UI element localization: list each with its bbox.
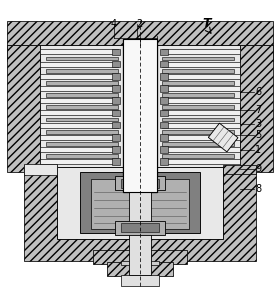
Bar [162,50,240,54]
Bar [57,167,223,239]
Bar [24,165,57,174]
Bar [46,154,118,158]
Bar [40,61,118,67]
Bar [112,97,120,104]
Bar [40,110,118,115]
Bar [40,135,118,140]
Bar [123,39,157,192]
Bar [160,61,168,68]
Bar [121,261,159,265]
Bar [162,61,240,67]
Bar [223,165,256,174]
Bar [160,73,168,80]
Bar [162,93,234,97]
Bar [160,85,168,92]
Bar [160,122,168,128]
Bar [40,159,118,164]
Bar [162,74,240,79]
Bar [162,110,240,115]
Bar [112,122,120,128]
Bar [160,134,168,141]
Bar [121,275,159,286]
Bar [40,86,118,91]
Bar [46,57,118,61]
Bar [160,49,168,55]
Bar [121,178,159,188]
Bar [80,172,200,233]
Bar [112,85,120,92]
Bar [121,223,159,232]
Bar [162,98,240,103]
Bar [7,45,40,172]
Text: 4: 4 [111,19,117,29]
Bar [40,74,118,79]
Polygon shape [208,123,238,152]
Text: 8: 8 [255,184,261,194]
Bar [240,45,273,61]
Text: 9: 9 [255,164,261,174]
Bar [123,39,157,192]
Bar [123,39,157,192]
Bar [112,134,120,141]
Bar [162,147,240,152]
Bar [40,50,118,54]
Bar [160,110,168,116]
Bar [129,192,151,275]
Bar [162,142,234,146]
Bar [46,142,118,146]
Bar [162,135,240,140]
Bar [7,45,40,61]
Bar [46,93,118,97]
Bar [46,130,118,134]
Bar [115,221,165,235]
Bar [162,118,234,122]
Bar [160,146,168,153]
Bar [46,105,118,109]
Bar [112,110,120,116]
Bar [40,147,118,152]
Bar [240,45,273,172]
Bar [107,262,173,276]
Bar [40,123,118,128]
Bar [112,61,120,68]
Bar [160,97,168,104]
Text: 5: 5 [255,130,261,140]
Bar [46,81,118,85]
Bar [40,98,118,103]
Bar [162,81,234,85]
Bar [40,45,240,174]
Bar [162,130,234,134]
Bar [46,118,118,122]
Bar [162,86,240,91]
Bar [160,158,168,165]
Bar [162,154,234,158]
Text: 6: 6 [255,87,261,97]
Bar [7,21,273,45]
Bar [162,105,234,109]
Bar [112,49,120,55]
Bar [24,164,57,175]
Text: 2: 2 [136,19,143,29]
Bar [46,69,118,73]
Text: T: T [202,17,211,30]
Bar [24,169,256,261]
Text: 1: 1 [255,145,261,155]
Bar [162,159,240,164]
Bar [93,250,187,264]
Bar [112,73,120,80]
Bar [112,146,120,153]
Bar [162,57,234,61]
Bar [112,158,120,165]
Bar [115,176,165,190]
Text: 7: 7 [255,105,261,115]
Bar [92,179,188,229]
Text: 3: 3 [255,119,261,129]
Bar [162,69,234,73]
Bar [162,123,240,128]
